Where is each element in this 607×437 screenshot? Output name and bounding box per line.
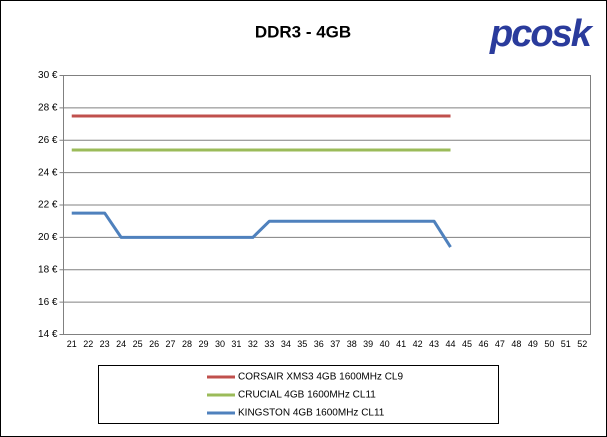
x-tick-label: 32 [248,339,258,349]
legend-label: KINGSTON 4GB 1600MHz CL11 [238,408,385,419]
x-tick-label: 36 [314,339,324,349]
y-tick-label: 26 € [38,135,58,146]
x-tick-label: 45 [462,339,472,349]
y-tick-label: 18 € [38,264,58,275]
y-tick-label: 24 € [38,167,58,178]
y-tick-label: 16 € [38,297,58,308]
x-tick-label: 44 [446,339,456,349]
x-tick-label: 51 [561,339,571,349]
x-tick-label: 38 [347,339,357,349]
x-tick-label: 37 [330,339,340,349]
x-tick-label: 23 [100,339,110,349]
x-tick-label: 34 [281,339,291,349]
x-tick-label: 21 [67,339,77,349]
legend [98,365,499,424]
legend-label: CRUCIAL 4GB 1600MHz CL11 [238,390,376,401]
y-tick-label: 22 € [38,200,58,211]
x-tick-label: 33 [264,339,274,349]
x-tick-label: 52 [577,339,587,349]
chart-title: DDR3 - 4GB [255,22,351,41]
x-tick-label: 27 [166,339,176,349]
y-tick-label: 28 € [38,103,58,114]
x-tick-label: 31 [231,339,241,349]
x-tick-label: 22 [83,339,93,349]
x-tick-label: 42 [413,339,423,349]
x-tick-label: 30 [215,339,225,349]
series-line [71,211,452,248]
x-tick-label: 43 [429,339,439,349]
x-tick-label: 25 [133,339,143,349]
x-tick-label: 41 [396,339,406,349]
x-tick-label: 47 [495,339,505,349]
x-tick-label: 49 [528,339,538,349]
y-tick-label: 14 € [38,329,58,340]
x-tick-label: 24 [116,339,126,349]
x-tick-label: 40 [380,339,390,349]
legend-label: CORSAIR XMS3 4GB 1600MHz CL9 [238,372,403,383]
x-tick-label: 35 [297,339,307,349]
y-tick-label: 30 € [38,70,58,81]
x-tick-label: 39 [363,339,373,349]
logo: pcosk [489,13,594,55]
x-tick-label: 29 [198,339,208,349]
x-tick-label: 50 [544,339,554,349]
x-tick-label: 26 [149,339,159,349]
x-tick-label: 46 [478,339,488,349]
x-tick-label: 28 [182,339,192,349]
x-tick-label: 48 [511,339,521,349]
y-tick-label: 20 € [38,232,58,243]
